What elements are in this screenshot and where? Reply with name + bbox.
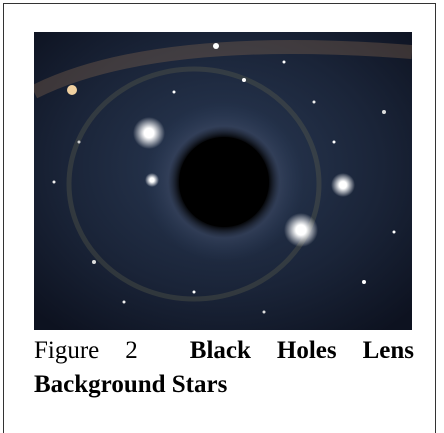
black-hole: [179, 137, 269, 227]
page: Figure 2 Black Holes Lens Background Sta…: [0, 0, 444, 423]
figure-label: Figure 2: [34, 337, 138, 364]
caption: Figure 2 Black Holes Lens Background Sta…: [34, 334, 414, 402]
figure-image: [34, 32, 412, 330]
